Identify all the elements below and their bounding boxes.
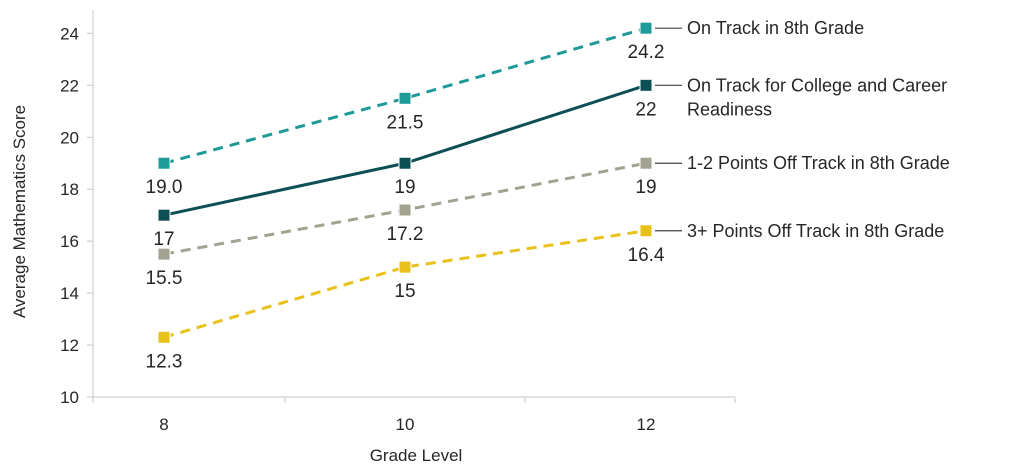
data-point-marker — [639, 156, 653, 170]
data-label: 24.2 — [628, 42, 665, 63]
data-point-marker — [398, 91, 412, 105]
data-point-marker — [157, 330, 171, 344]
data-point-marker — [157, 208, 171, 222]
y-tick-label: 10 — [60, 388, 79, 407]
data-label: 22 — [635, 99, 656, 120]
y-tick-label: 14 — [60, 284, 79, 303]
y-tick-label: 12 — [60, 336, 79, 355]
series-2: 17 19 22 On Track for College and Career Rea… — [153, 75, 947, 250]
series-line — [163, 229, 647, 339]
data-label: 12.3 — [146, 351, 183, 372]
data-label: 15 — [394, 281, 415, 302]
legend-label: On Track for College and Career — [687, 75, 947, 95]
series-1: 19.0 21.5 24.2 On Track in 8th Grade — [146, 18, 865, 198]
y-tick-label: 16 — [60, 232, 79, 251]
data-label: 19 — [635, 177, 656, 198]
series-3: 15.5 17.2 19 1-2 Points Off Track in 8th Gr… — [146, 153, 950, 289]
legend-label: Readiness — [687, 99, 772, 119]
y-tick-label: 18 — [60, 180, 79, 199]
y-tick-label: 24 — [60, 24, 79, 43]
data-label: 17.2 — [387, 224, 424, 245]
data-point-marker — [398, 203, 412, 217]
data-point-marker — [398, 260, 412, 274]
data-point-marker — [398, 156, 412, 170]
series-group: 19.0 21.5 24.2 On Track in 8th Grade 17 19 22 O… — [146, 18, 950, 372]
data-point-marker — [157, 156, 171, 170]
y-axis-title: Average Mathematics Score — [10, 105, 29, 318]
x-tick-label: 12 — [637, 415, 656, 434]
y-tick-label: 22 — [60, 76, 79, 95]
legend-label: 3+ Points Off Track in 8th Grade — [687, 221, 944, 241]
y-axis-ticks: 10 12 14 16 18 20 22 24 — [60, 24, 93, 407]
x-axis-title: Grade Level — [370, 446, 463, 465]
data-label: 15.5 — [146, 268, 183, 289]
x-tick-label: 8 — [159, 415, 168, 434]
legend-label: 1-2 Points Off Track in 8th Grade — [687, 153, 950, 173]
series-4: 12.3 15 16.4 3+ Points Off Track in 8th Gra… — [146, 221, 945, 372]
data-label: 19.0 — [146, 177, 183, 198]
data-label: 19 — [394, 177, 415, 198]
legend-label: On Track in 8th Grade — [687, 18, 864, 38]
y-tick-label: 20 — [60, 128, 79, 147]
series-line — [163, 26, 647, 165]
data-label: 21.5 — [387, 112, 424, 133]
data-point-marker — [639, 21, 653, 35]
x-axis-ticks: 8 10 12 — [92, 397, 736, 434]
data-point-marker — [639, 78, 653, 92]
data-label: 16.4 — [628, 245, 665, 266]
axes: 10 12 14 16 18 20 22 24 8 10 12 Average Mathemati… — [10, 10, 736, 465]
data-point-marker — [639, 224, 653, 238]
data-label: 17 — [153, 229, 174, 250]
data-point-marker — [157, 247, 171, 261]
x-tick-label: 10 — [396, 415, 415, 434]
